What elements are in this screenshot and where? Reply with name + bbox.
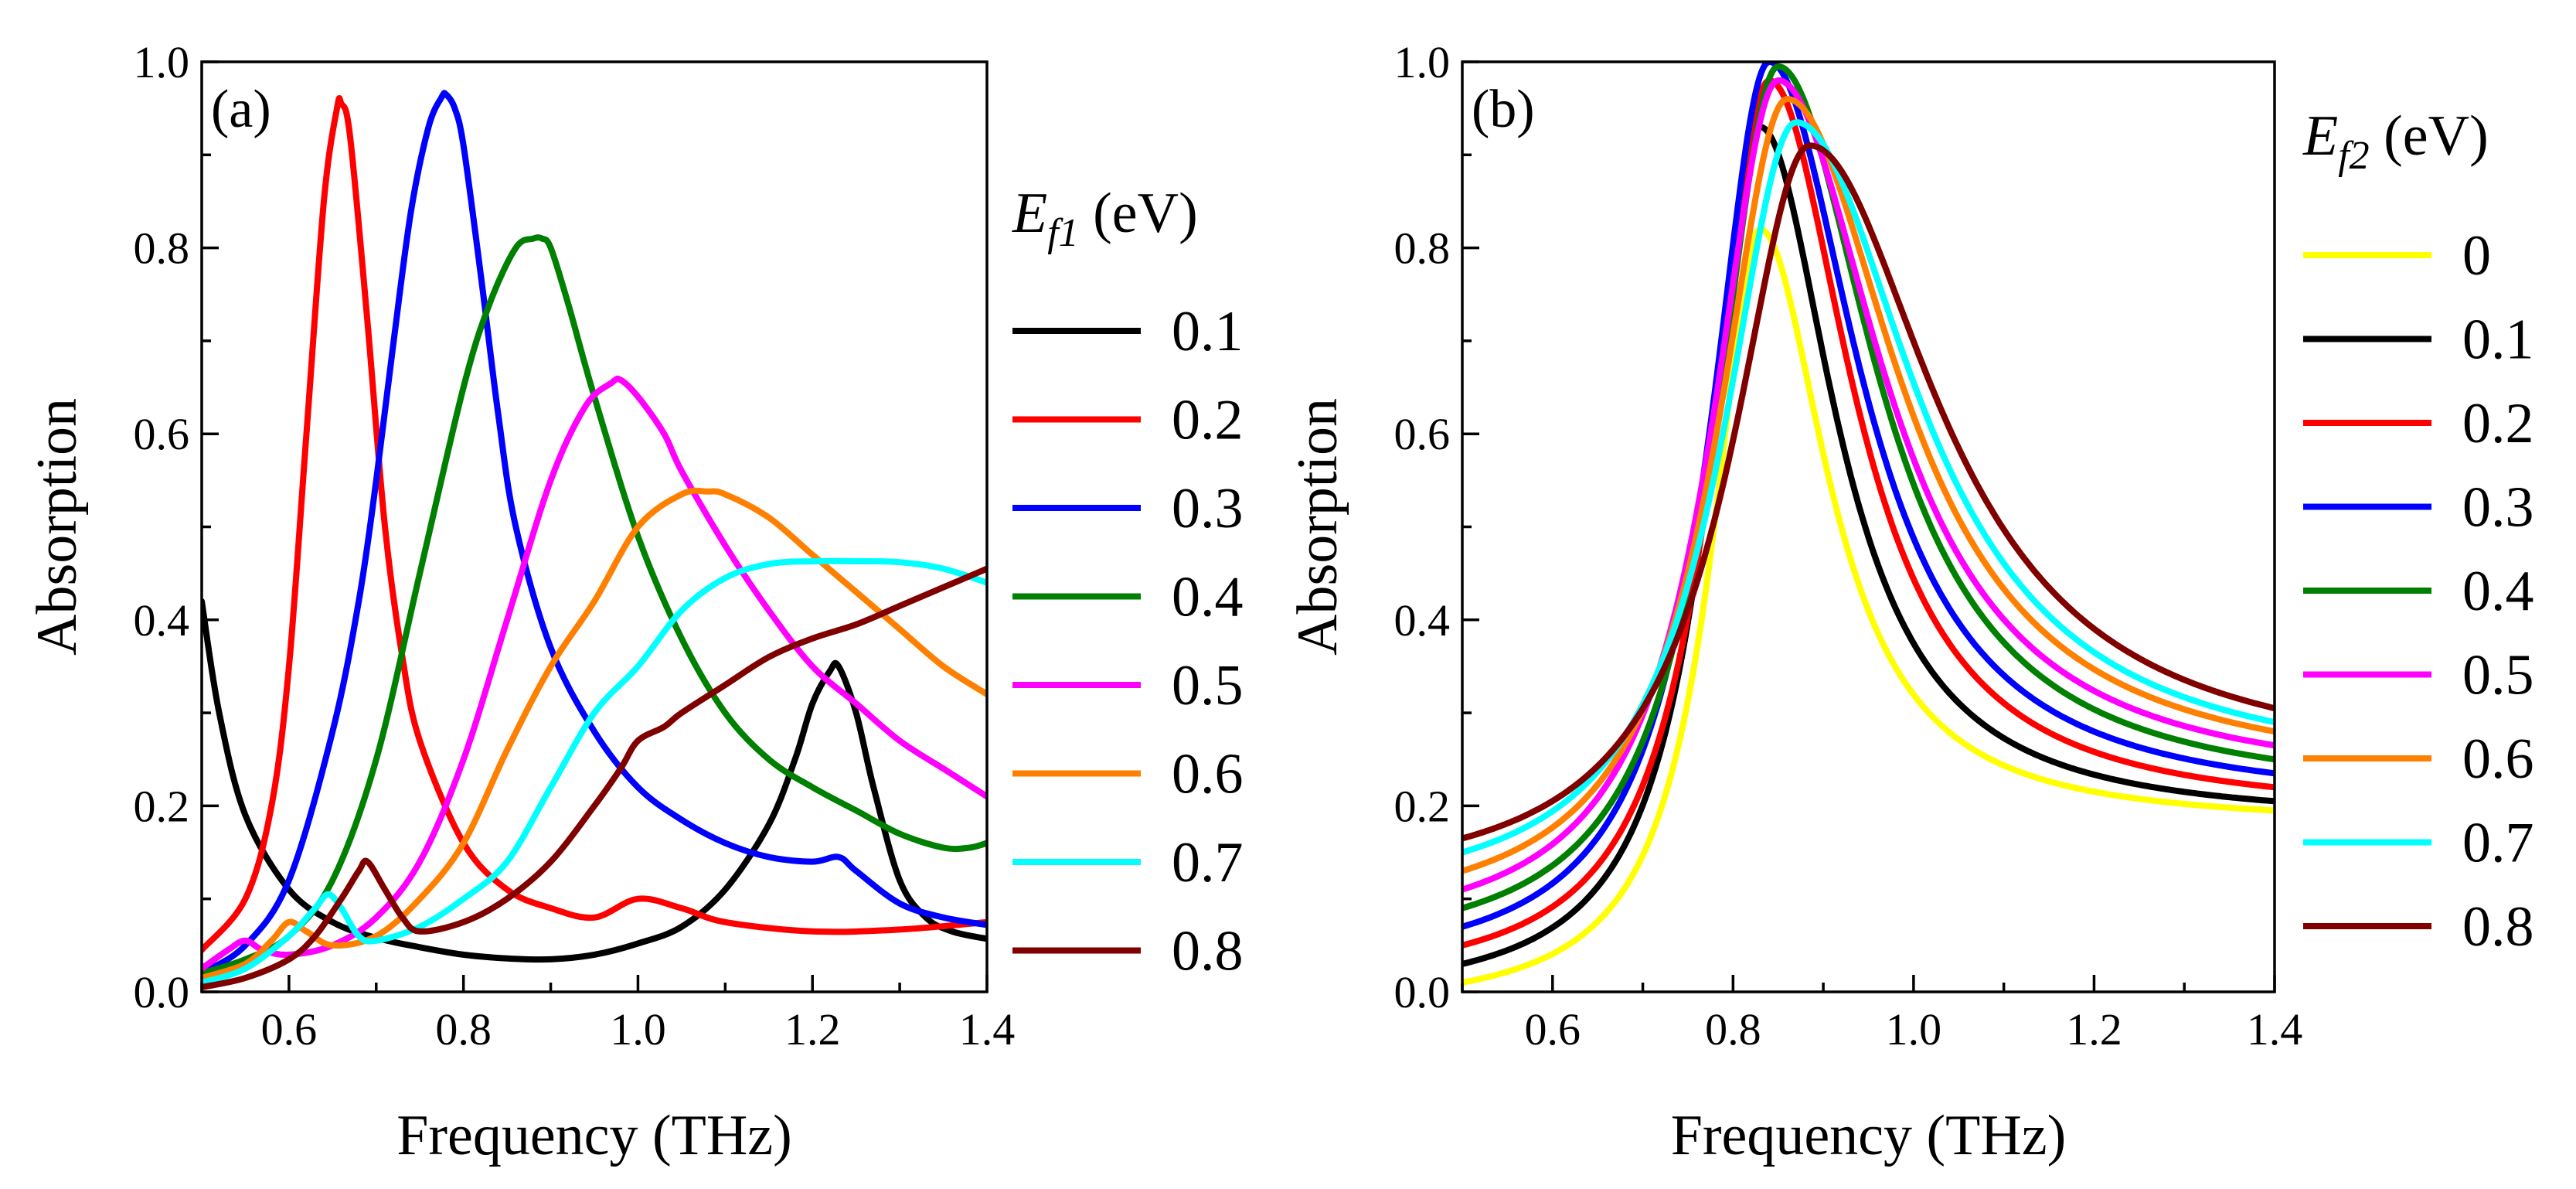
x-tick-label: 0.8 [1705,1004,1761,1054]
series-line-0.2 [1462,77,2275,949]
x-tick-label: 1.2 [784,1004,841,1054]
x-tick-label: 1.2 [2066,1004,2122,1054]
x-tick-label: 0.6 [261,1004,318,1054]
legend-title-symbol: E [2302,104,2338,168]
legend-title: Ef1 (eV) [1012,182,1198,255]
x-tick-label: 1.0 [610,1004,666,1054]
legend-label-0.3: 0.3 [2462,476,2534,540]
legend-title-subscript: f2 [2338,134,2369,178]
panel-b: 0.6 0.8 1.0 1.2 1.4 0.0 0.2 0.4 0.6 0.8 1.0 Frequen… [1286,37,2534,1167]
series-line-0.1 [202,598,987,963]
series-line-0 [1462,226,2275,986]
legend-label-0.8: 0.8 [2462,895,2534,959]
series-line-0.2 [202,94,987,953]
legend-label-0.4: 0.4 [1172,566,1244,629]
series-line-0.6 [202,487,987,981]
y-tick-label: 0.6 [134,409,190,459]
y-tick-label: 0.6 [1394,409,1451,459]
y-tick-label: 0.2 [134,781,190,831]
y-tick-label: 1.0 [134,37,190,87]
legend-title-symbol: E [1012,182,1047,245]
y-tick-label: 0.4 [1394,595,1451,646]
series-line-0.3 [1462,62,2275,930]
series-line-0.4 [202,234,987,976]
y-tick-label: 0.0 [1394,967,1451,1017]
series-line-0.6 [1462,96,2275,874]
legend-label-0.2: 0.2 [1172,389,1244,452]
series-line-0.8 [1462,142,2275,842]
series-group [1462,62,2275,986]
series-line-0.5 [202,375,987,972]
legend-label-0.4: 0.4 [2462,560,2534,623]
x-axis-label: Frequency (THz) [396,1104,792,1167]
series-line-0.4 [1462,63,2275,911]
series-line-0.1 [1462,124,2275,967]
series-group [202,90,987,990]
legend-title-unit: (eV) [2370,104,2489,168]
series-line-0.3 [202,90,987,976]
legend-label-0: 0 [2462,224,2491,288]
y-axis-label: Absorption [26,398,89,656]
panel-a: 0.6 0.8 1.0 1.2 1.4 0.0 0.2 0.4 0.6 0.8 1.0 Frequen… [26,37,1244,1167]
x-tick-label: 1.0 [1886,1004,1942,1054]
panel-label: (b) [1472,80,1535,139]
y-tick-label: 0.8 [134,223,190,274]
legend-label-0.6: 0.6 [1172,743,1244,806]
x-axis-label: Frequency (THz) [1671,1104,2067,1167]
x-tick-label: 0.6 [1525,1004,1581,1054]
legend-title-subscript: f1 [1047,211,1078,255]
legend-label-0.8: 0.8 [1172,920,1244,983]
y-axis-label: Absorption [1286,398,1349,656]
legend-label-0.6: 0.6 [2462,727,2534,791]
x-tick-label: 0.8 [435,1004,492,1054]
legend-label-0.5: 0.5 [2462,644,2534,707]
y-tick-label: 1.0 [1394,37,1451,87]
y-tick-label: 0.4 [134,595,190,646]
x-tick-label: 1.4 [959,1004,1016,1054]
series-line-0.7 [1462,119,2275,856]
legend-title: Ef2 (eV) [2302,104,2489,178]
legend-label-0.7: 0.7 [1172,831,1244,894]
legend-label-0.7: 0.7 [2462,812,2534,875]
legend-label-0.5: 0.5 [1172,654,1244,717]
series-line-0.8 [202,565,987,990]
y-tick-label: 0.0 [134,967,190,1017]
legend-label-0.1: 0.1 [1172,300,1244,363]
y-tick-label: 0.8 [1394,223,1451,274]
panel-label: (a) [211,80,271,139]
legend-title-unit: (eV) [1079,182,1198,245]
y-tick-label: 0.2 [1394,781,1451,831]
x-tick-label: 1.4 [2247,1004,2303,1054]
legend-label-0.3: 0.3 [1172,477,1244,540]
series-line-0.7 [202,557,987,986]
legend-label-0.1: 0.1 [2462,308,2534,372]
series-line-0.5 [1462,77,2275,893]
legend-label-0.2: 0.2 [2462,392,2534,455]
